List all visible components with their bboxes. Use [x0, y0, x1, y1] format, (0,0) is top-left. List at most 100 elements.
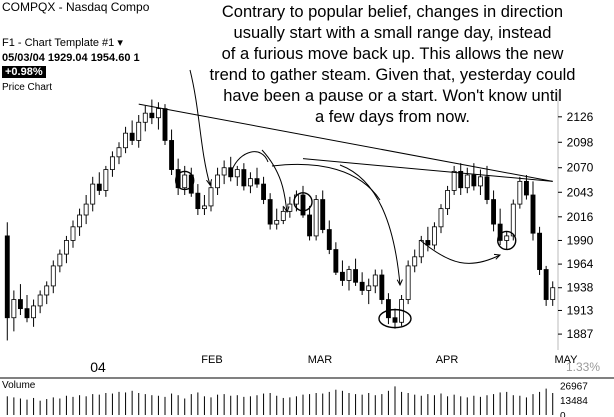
arrow-head — [206, 179, 213, 187]
candle-body — [445, 190, 451, 210]
candle-body — [274, 220, 280, 225]
candle-body — [247, 178, 253, 187]
candle-body — [491, 199, 497, 225]
circle-marker — [378, 308, 412, 329]
x-axis-label: MAY — [554, 354, 578, 366]
percent-readout: 1.33% — [565, 360, 600, 374]
price-tick-label: 2098 — [567, 135, 594, 149]
candle-body — [366, 285, 372, 291]
candle-body — [169, 140, 175, 170]
candle-body — [471, 174, 477, 187]
price-tick-label: 2043 — [567, 185, 594, 199]
candle-body — [136, 121, 142, 141]
annotation-arrow — [419, 239, 501, 264]
arrow-head — [493, 253, 502, 260]
candle-body — [11, 299, 17, 319]
annotation-line: have been a pause or a start. Won't know… — [223, 87, 562, 105]
annotation-curve — [231, 151, 269, 171]
candle-body — [412, 256, 418, 267]
trendline — [138, 103, 553, 182]
annotation-arrow — [261, 149, 288, 213]
candle-body — [451, 170, 457, 191]
candle-body — [83, 203, 89, 216]
candle-body — [103, 169, 109, 191]
panel-label: Price Chart — [2, 82, 53, 93]
volume-tick-label: 13484 — [560, 396, 588, 407]
candle-body — [142, 112, 148, 123]
candle-body — [116, 147, 122, 158]
price-tick-label: 2016 — [567, 210, 594, 224]
candle-body — [307, 214, 313, 237]
candle-body — [261, 183, 267, 200]
candle-body — [300, 194, 306, 216]
candle-body — [326, 229, 332, 250]
price-tick-label: 1887 — [567, 327, 594, 341]
candle-body — [372, 274, 378, 287]
arrow-head — [396, 279, 403, 287]
circle-marker — [293, 192, 313, 212]
candle-body — [44, 285, 50, 296]
price-tick-label: 2070 — [567, 161, 594, 175]
candle-body — [550, 287, 556, 300]
price-tick-label: 2126 — [567, 110, 594, 124]
candle-body — [537, 232, 543, 270]
price-tick-label: 1913 — [567, 303, 594, 317]
annotation-line: a few days from now. — [315, 108, 470, 126]
x-axis-label: MAR — [308, 354, 333, 366]
annotation-text: Contrary to popular belief, changes in d… — [180, 2, 605, 128]
candle-body — [280, 210, 286, 221]
candle-body — [57, 253, 63, 267]
candle-body — [267, 199, 273, 225]
annotation-line: Contrary to popular belief, changes in d… — [221, 3, 564, 21]
candle-body — [201, 205, 207, 210]
candle-body — [464, 174, 470, 189]
candle-body — [162, 108, 168, 141]
candle-body — [504, 235, 510, 241]
price-tick-label: 1938 — [567, 281, 594, 295]
candle-body — [24, 308, 30, 319]
candle-body — [517, 180, 523, 205]
x-axis-label: 04 — [90, 359, 106, 375]
candle-body — [182, 174, 188, 189]
candle-body — [425, 240, 431, 246]
x-axis-label: FEB — [201, 354, 222, 366]
candle-body — [418, 240, 424, 258]
candle-body — [63, 240, 69, 255]
candle-body — [477, 176, 483, 187]
candle-body — [50, 265, 56, 287]
change-badge: +0.98% — [2, 66, 46, 78]
candle-body — [149, 112, 155, 119]
candle-body — [208, 187, 214, 207]
candle-body — [129, 132, 135, 141]
candle-body — [287, 203, 293, 212]
volume-tick-label: 26967 — [560, 381, 588, 392]
candle-body — [155, 108, 161, 119]
circle-marker — [497, 230, 517, 251]
candle-body — [109, 156, 115, 170]
candle-body — [96, 183, 102, 191]
annotation-line: of a furious move back up. This allows t… — [221, 45, 564, 63]
candle-body — [31, 305, 37, 319]
candle-body — [254, 178, 260, 185]
candle-body — [70, 226, 76, 241]
candle-body — [353, 269, 359, 283]
candle-body — [215, 174, 221, 189]
candle-body — [458, 170, 464, 189]
quote-line: 05/03/04 1929.04 1954.60 1 — [2, 52, 140, 64]
candle-body — [123, 132, 129, 149]
candle-body — [320, 199, 326, 230]
candle-body — [90, 183, 96, 205]
trendline — [302, 158, 553, 182]
candle-body — [313, 199, 319, 237]
volume-tick-label: 0 — [560, 411, 566, 417]
candle-body — [221, 167, 227, 176]
arrow-head — [283, 206, 290, 214]
candle-body — [510, 203, 516, 237]
x-axis-label: APR — [436, 354, 459, 366]
candle-body — [37, 294, 43, 307]
annotation-arrow — [339, 164, 401, 286]
annotation-line: usually start with a small range day, in… — [233, 24, 552, 42]
template-selector[interactable]: F1 - Chart Template #1 ▾ — [2, 37, 123, 49]
candle-body — [4, 235, 10, 319]
